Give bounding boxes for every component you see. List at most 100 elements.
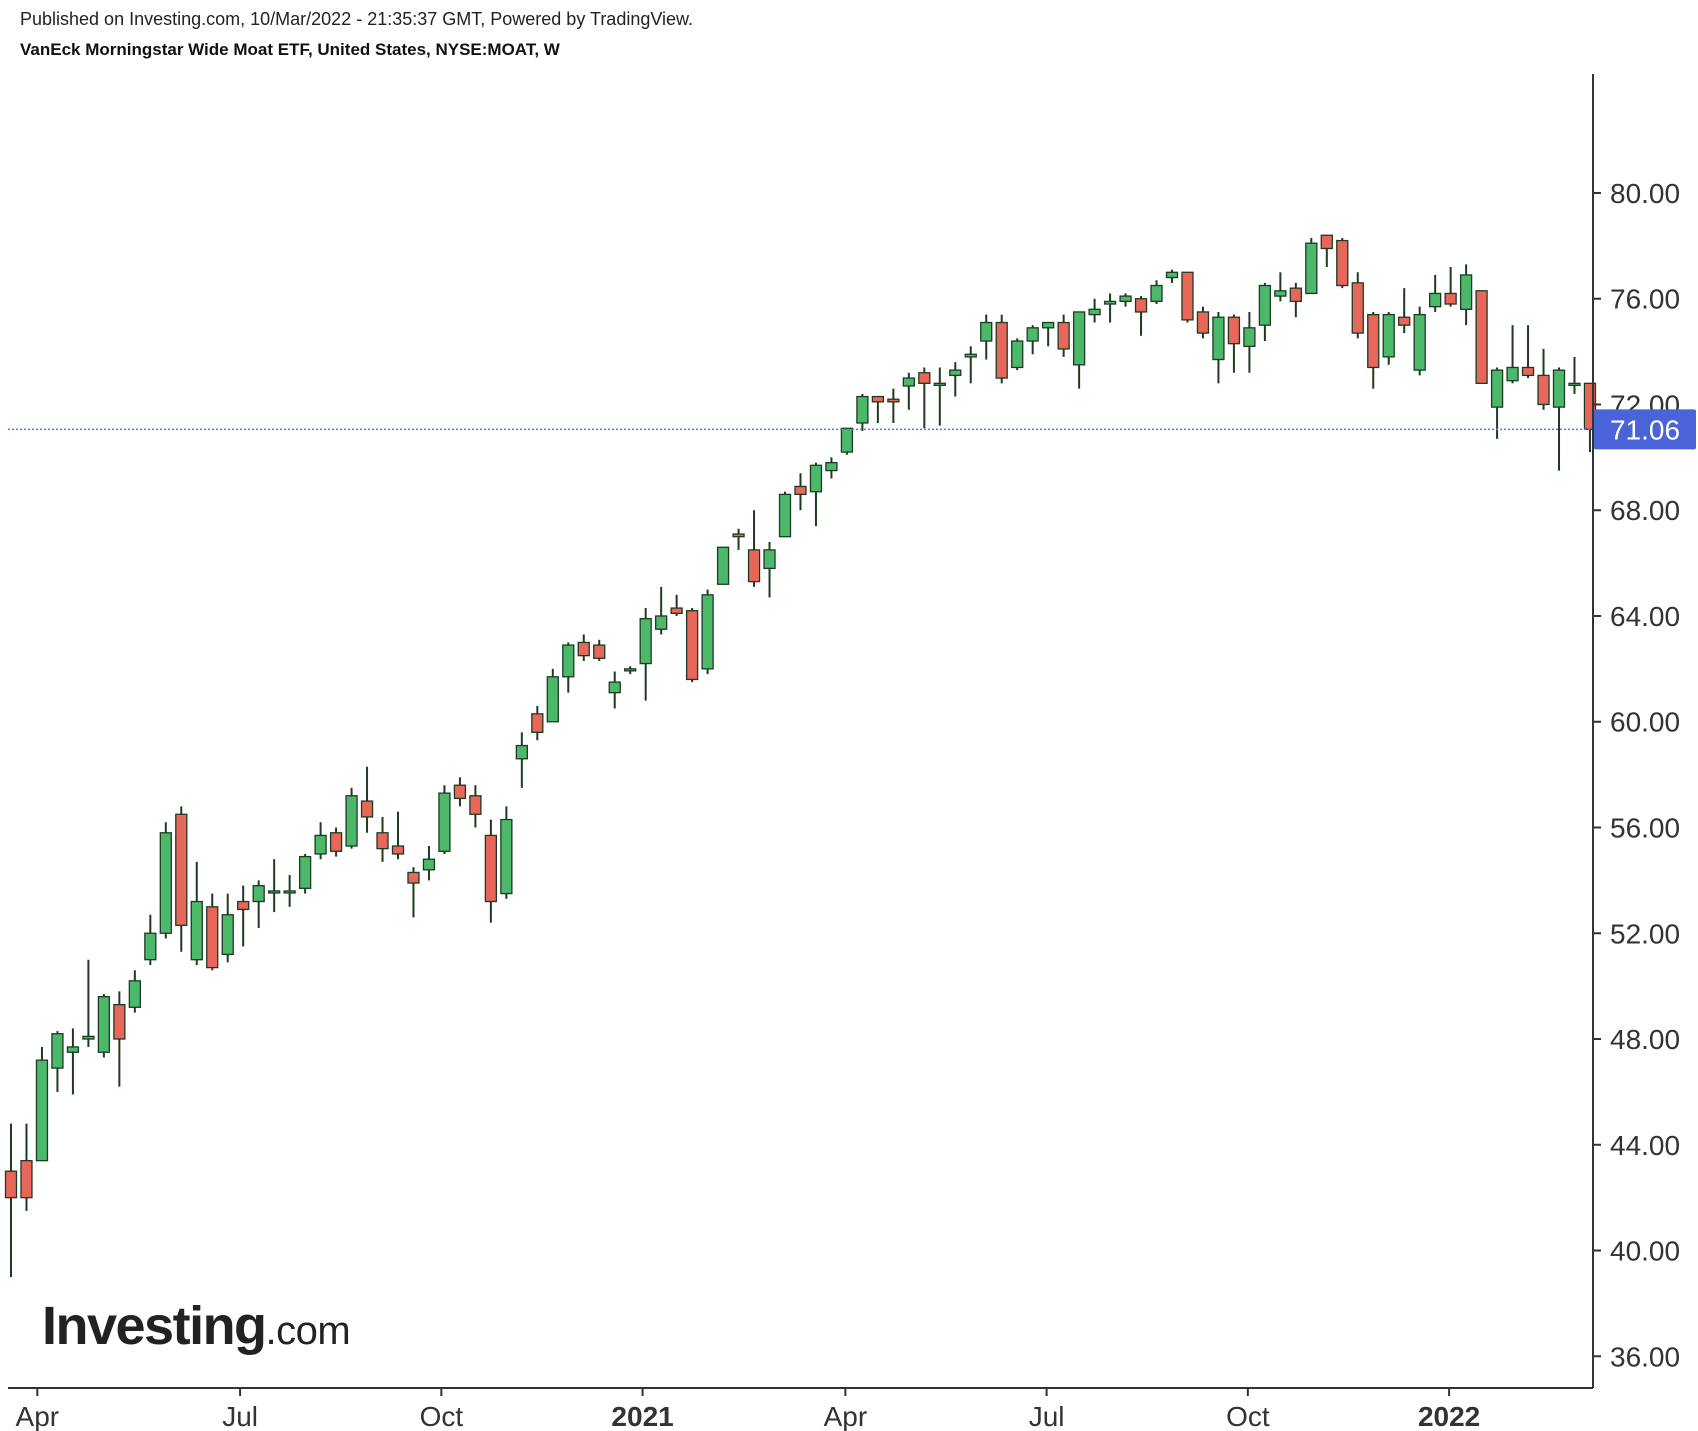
candle xyxy=(1258,282,1272,342)
last-price-label: 71.06 xyxy=(1594,409,1696,450)
candle-body xyxy=(809,464,823,493)
candle xyxy=(840,427,854,455)
candle xyxy=(794,473,807,511)
candle xyxy=(422,846,436,881)
candle-body xyxy=(1150,284,1163,303)
candle xyxy=(144,914,157,965)
x-tick-label: Apr xyxy=(824,1401,868,1431)
candle-body xyxy=(608,681,621,694)
candle xyxy=(113,991,126,1087)
candle-body xyxy=(1134,298,1148,313)
candle-body xyxy=(995,321,1008,379)
candle-body xyxy=(1305,242,1318,295)
candle xyxy=(1103,293,1117,323)
candle-body xyxy=(1274,290,1287,297)
x-tick-label: Oct xyxy=(420,1401,464,1431)
candle xyxy=(918,367,931,429)
candle-body xyxy=(747,549,761,583)
candle-body xyxy=(268,890,281,894)
candle-body xyxy=(1057,321,1070,350)
candle-body xyxy=(1475,290,1488,384)
candle-body xyxy=(500,818,513,895)
candle xyxy=(66,1028,80,1095)
candle-body xyxy=(763,549,776,570)
candle-body xyxy=(113,1003,126,1040)
candle xyxy=(639,608,652,701)
candle xyxy=(949,362,962,397)
x-tick-label: Oct xyxy=(1226,1401,1270,1431)
y-axis: 36.00 40.00 44.00 48.00 52.00 56.00 60.00 64.00… xyxy=(1593,178,1680,1372)
y-tick-label: 76.00 xyxy=(1610,284,1680,315)
candle-body xyxy=(1459,274,1473,310)
candle xyxy=(221,893,234,963)
candle-body xyxy=(4,1170,18,1199)
candle xyxy=(732,528,745,550)
logo-suffix: .com xyxy=(265,1309,351,1353)
candle xyxy=(1429,274,1442,312)
candle xyxy=(655,586,668,635)
candle xyxy=(159,822,172,939)
candle-body xyxy=(515,744,528,760)
candle-body xyxy=(345,795,358,847)
candle-body xyxy=(128,980,141,1008)
candle xyxy=(1181,271,1194,323)
y-tick-label: 68.00 xyxy=(1610,495,1680,526)
candle xyxy=(1088,298,1101,323)
y-tick-label: 48.00 xyxy=(1610,1024,1680,1055)
candle-body xyxy=(252,885,265,903)
candle xyxy=(531,705,544,741)
candle xyxy=(298,853,312,894)
candle xyxy=(1537,348,1550,410)
candle-body xyxy=(670,607,683,614)
candle-body xyxy=(469,795,482,815)
candle xyxy=(1026,325,1039,355)
candle-body xyxy=(1289,287,1302,303)
candle-body xyxy=(949,369,962,377)
candle xyxy=(1459,264,1473,326)
candle xyxy=(685,608,699,683)
candle-body xyxy=(20,1159,33,1199)
candle xyxy=(1165,269,1179,283)
candle xyxy=(546,668,559,723)
candle xyxy=(345,787,358,849)
candle xyxy=(1475,290,1488,384)
candle-body xyxy=(701,594,714,670)
candle xyxy=(35,1046,49,1162)
candles-layer xyxy=(4,234,1597,1277)
candle-body xyxy=(422,858,436,871)
candle xyxy=(670,594,683,616)
candle xyxy=(1243,311,1256,373)
candle xyxy=(1134,296,1148,336)
candle-body xyxy=(1521,366,1535,377)
candle-body xyxy=(1026,327,1039,342)
candle-body xyxy=(175,813,188,926)
candle xyxy=(980,314,993,360)
candle-body xyxy=(391,845,405,855)
candle-body xyxy=(1320,234,1333,250)
candle-body xyxy=(1088,308,1101,316)
x-tick-label: 2022 xyxy=(1418,1401,1480,1431)
candle xyxy=(1552,367,1566,471)
candle xyxy=(360,766,374,833)
logo-text: Investing xyxy=(42,1296,267,1356)
candle-body xyxy=(1227,316,1241,345)
candle xyxy=(314,822,327,860)
candle xyxy=(1042,321,1055,347)
candle-body xyxy=(1490,369,1504,408)
candle xyxy=(376,816,389,862)
candle xyxy=(1274,272,1287,302)
candle xyxy=(577,634,590,661)
candle xyxy=(562,642,575,693)
candle-body xyxy=(593,644,606,659)
candle xyxy=(4,1123,18,1277)
x-tick-label: 2021 xyxy=(611,1401,673,1431)
candle xyxy=(1336,237,1349,289)
candle-body xyxy=(1258,284,1272,326)
candle xyxy=(469,785,482,828)
candle xyxy=(933,367,946,426)
y-tick-label: 56.00 xyxy=(1610,813,1680,844)
candle xyxy=(391,811,405,860)
candle-body xyxy=(871,395,885,403)
candle xyxy=(484,819,498,923)
